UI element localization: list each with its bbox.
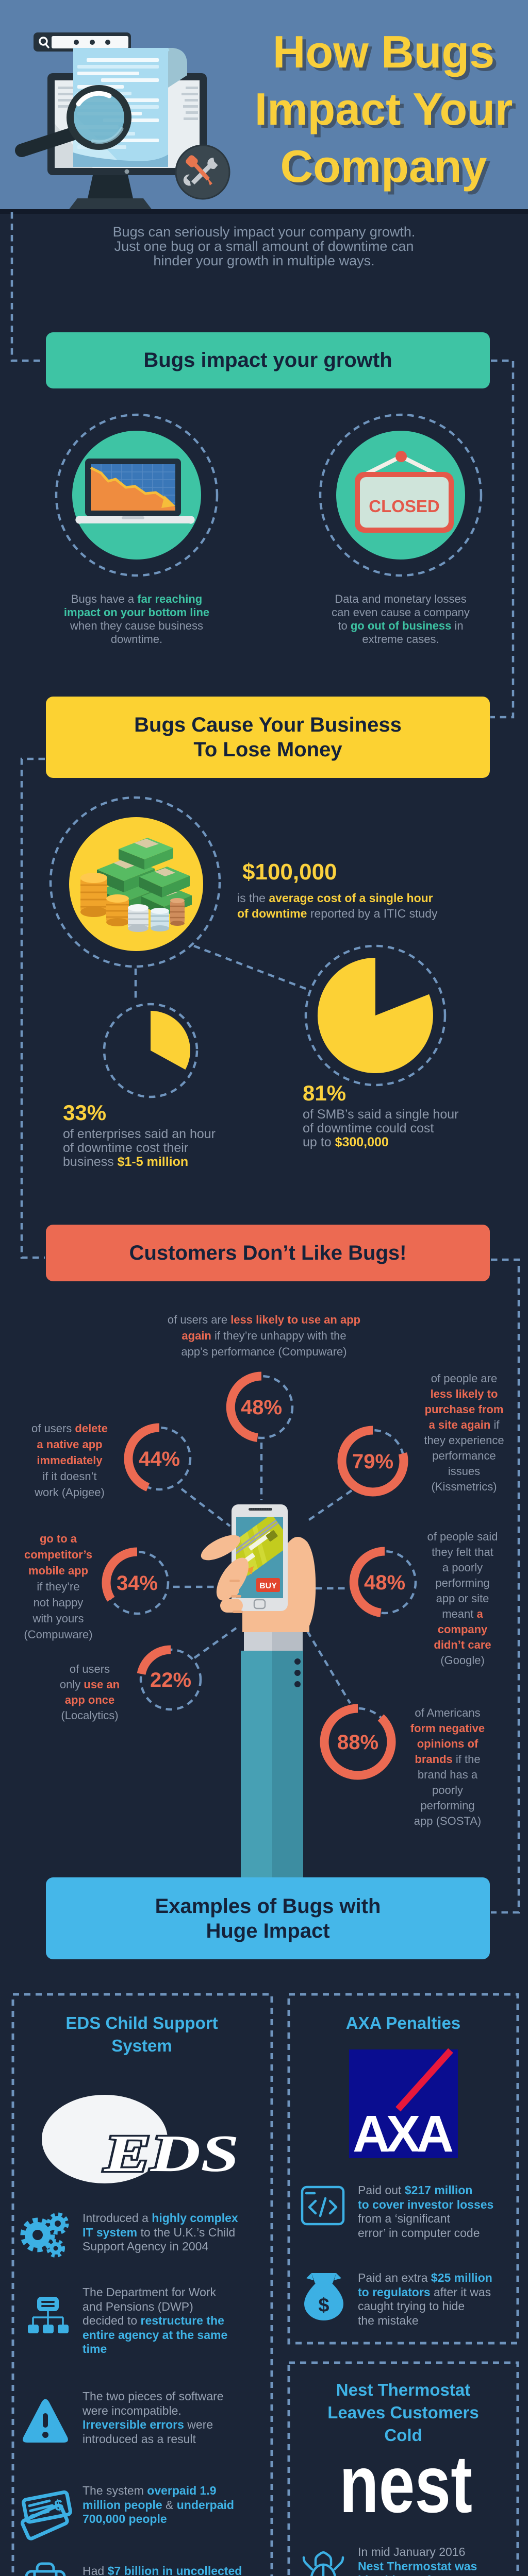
svg-text:AXA: AXA (353, 2105, 454, 2163)
svg-text:$: $ (53, 2497, 65, 2515)
svg-text:BUY: BUY (259, 1582, 277, 1590)
svg-text:$: $ (318, 2295, 329, 2316)
svg-text:nest: nest (339, 2439, 472, 2530)
svg-text:EDS: EDS (104, 2125, 239, 2183)
svg-text:CLOSED: CLOSED (369, 497, 440, 516)
